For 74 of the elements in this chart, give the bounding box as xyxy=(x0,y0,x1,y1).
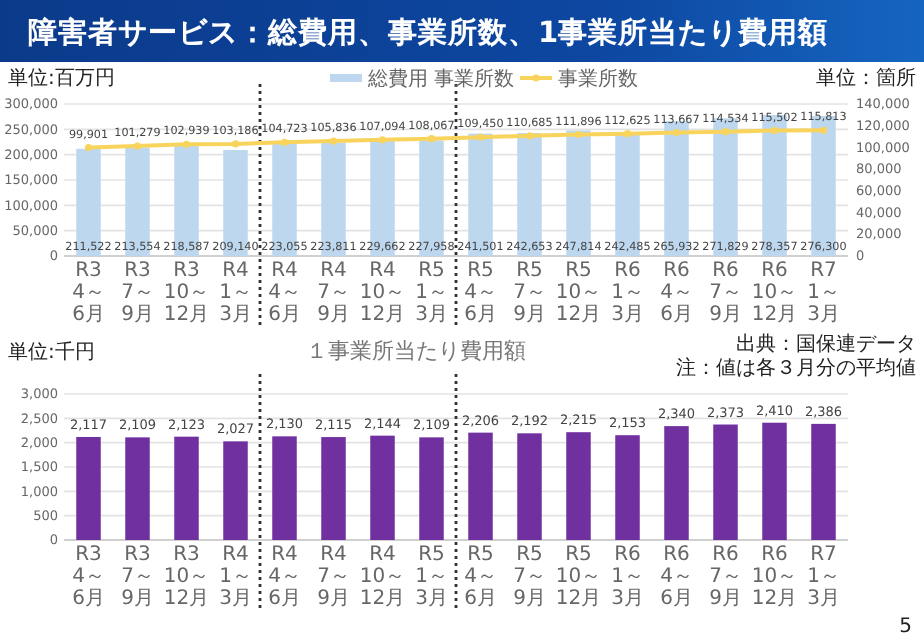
x-tick-label: R3 4～6月 xyxy=(72,260,105,326)
x-tick-label: R6 1～3月 xyxy=(611,260,644,326)
x-tick-label: R5 4～6月 xyxy=(464,544,497,610)
x-tick-label: R5 1～3月 xyxy=(415,544,448,610)
x-tick-label: R3 10～12月 xyxy=(163,260,210,326)
bar xyxy=(468,432,493,540)
bar xyxy=(713,424,738,540)
x-tick-label: R4 4～6月 xyxy=(268,260,301,326)
x-tick-label: R5 4～6月 xyxy=(464,260,497,326)
x-tick-label: R6 4～6月 xyxy=(660,260,693,326)
x-tick-label: R7 1～3月 xyxy=(807,544,840,610)
x-tick-label: R5 1～3月 xyxy=(415,260,448,326)
legend-label: 事業所数 xyxy=(558,67,638,91)
point xyxy=(427,135,436,143)
x-tick-label: R3 7～9月 xyxy=(121,260,154,326)
source-note: 出典：国保連データ xyxy=(736,332,916,356)
point xyxy=(182,140,191,148)
chart-title: 障害者サービス：総費用、事業所数、1事業所当たり費用額 xyxy=(28,14,829,50)
point xyxy=(84,143,93,152)
bar xyxy=(76,436,101,540)
x-tick-label: R3 10～12月 xyxy=(163,544,210,610)
x-tick-label: R3 4～6月 xyxy=(72,544,105,610)
x-tick-label: R6 7～9月 xyxy=(709,260,742,326)
bar xyxy=(321,437,346,540)
x-tick-label: R4 4～6月 xyxy=(268,544,301,610)
bar xyxy=(517,433,542,540)
point xyxy=(476,133,485,141)
x-tick-label: R3 7～9月 xyxy=(121,544,154,610)
bar xyxy=(811,423,836,540)
bar xyxy=(419,437,444,540)
x-tick-label: R6 10～12月 xyxy=(751,544,798,610)
x-tick-label: R4 1～3月 xyxy=(219,260,252,326)
x-tick-label: R6 4～6月 xyxy=(660,544,693,610)
point xyxy=(525,132,534,140)
bar xyxy=(272,436,297,540)
x-tick-label: R7 1～3月 xyxy=(807,260,840,326)
bar xyxy=(762,422,787,540)
x-tick-label: R6 10～12月 xyxy=(751,260,798,326)
point xyxy=(231,140,240,148)
bar xyxy=(174,436,199,540)
x-tick-label: R6 7～9月 xyxy=(709,544,742,610)
point xyxy=(623,130,632,138)
x-tick-label: R5 10～12月 xyxy=(555,260,602,326)
point xyxy=(574,130,583,139)
x-tick-label: R4 10～12月 xyxy=(359,260,406,326)
point xyxy=(672,128,681,137)
chart-title: １事業所当たり費用額 xyxy=(306,338,526,364)
x-tick-label: R5 10～12月 xyxy=(555,544,602,610)
bar xyxy=(370,435,395,540)
x-tick-label: R4 1～3月 xyxy=(219,544,252,610)
y-axis-title: 単位:千円 xyxy=(8,340,95,364)
bar xyxy=(566,432,591,540)
text: 注：値は各３月分の平均値 xyxy=(676,356,916,380)
text: 5 xyxy=(899,616,912,638)
point xyxy=(329,137,338,145)
bar xyxy=(125,437,150,540)
bar xyxy=(615,435,640,540)
point xyxy=(819,126,828,134)
x-tick-label: R5 7～9月 xyxy=(513,544,546,610)
point xyxy=(378,136,387,144)
x-tick-label: R4 7～9月 xyxy=(317,260,350,326)
point xyxy=(133,142,142,150)
x-tick-label: R4 7～9月 xyxy=(317,544,350,610)
point xyxy=(770,127,779,135)
legend-label: 総費用 事業所数 xyxy=(366,67,515,91)
bar xyxy=(664,426,689,540)
x-tick-label: R4 10～12月 xyxy=(359,544,406,610)
point xyxy=(280,138,289,146)
y-axis-title: 単位:百万円 xyxy=(8,66,115,90)
x-tick-label: R5 7～9月 xyxy=(513,260,546,326)
bar xyxy=(223,441,248,540)
point xyxy=(721,128,730,136)
y2-axis-title: 単位：箇所 xyxy=(816,66,916,90)
x-tick-label: R6 1～3月 xyxy=(611,544,644,610)
